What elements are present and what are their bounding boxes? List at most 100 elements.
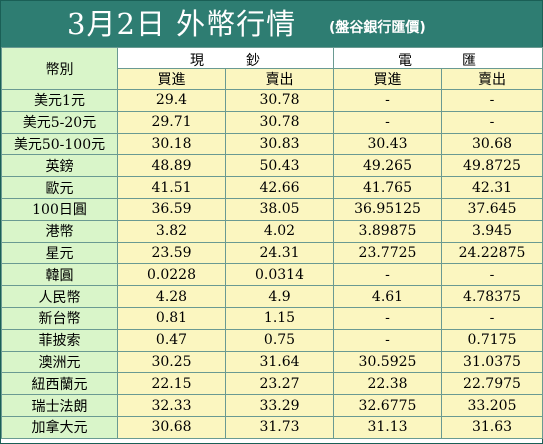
currency-name: 澳洲元 xyxy=(1,350,118,374)
currency-name: 美元5-20元 xyxy=(1,110,118,134)
currency-name: 加拿大元 xyxy=(1,415,118,439)
table-row: 菲披索 0.47 0.75-0.7175 xyxy=(1,328,543,352)
table-row: 英鎊 48.89 50.43 49.265 49.8725 xyxy=(1,154,543,178)
table-row: 紐西蘭元 22.15 23.27 22.38 22.7975 xyxy=(1,372,543,396)
currency-name: 美元50-100元 xyxy=(1,132,118,156)
cash-sell-value: 0.75 xyxy=(225,328,334,352)
cash-buy-value: 0.47 xyxy=(117,328,226,352)
tt-buy-value: - xyxy=(333,263,442,287)
cash-group-label-2: 鈔 xyxy=(246,53,260,69)
cash-buy-value: 3.82 xyxy=(117,219,226,243)
telegraphic-group-label-2: 匯 xyxy=(462,53,476,69)
currency-header-label: 幣別 xyxy=(45,61,74,78)
table-row: 澳洲元 30.25 31.64 30.5925 31.0375 xyxy=(1,350,543,374)
currency-name: 韓圓 xyxy=(1,263,118,287)
tt-buy-value: 30.43 xyxy=(333,132,442,156)
cash-buy-value: 0.81 xyxy=(117,306,226,330)
title-bar: 3月2日 外幣行情 (盤谷銀行匯價) xyxy=(1,1,542,47)
table-row: 美元5-20元 29.71 30.78- - xyxy=(1,110,543,134)
table-row: 港幣 3.82 4.02 3.89875 3.945 xyxy=(1,219,543,243)
currency-name: 菲披索 xyxy=(1,328,118,352)
tt-sell-value: 33.205 xyxy=(441,394,543,417)
table-row: 加拿大元 30.68 31.73 31.13 31.63 xyxy=(1,415,543,439)
table-row: 星元 23.59 24.31 23.7725 24.22875 xyxy=(1,241,543,265)
tt-sell-value: 31.63 xyxy=(441,415,543,439)
page-title: 3月2日 外幣行情 xyxy=(67,7,297,41)
cash-buy-value: 22.15 xyxy=(117,372,226,396)
currency-name: 紐西蘭元 xyxy=(1,372,118,396)
tt-buy-value: 32.6775 xyxy=(333,394,442,417)
table-row: 韓圓 0.0228 0.0314- - xyxy=(1,263,543,287)
currency-name: 人民幣 xyxy=(1,285,118,308)
table-row: 人民幣 4.28 4.9 4.61 4.78375 xyxy=(1,285,543,308)
cash-sell-value: 23.27 xyxy=(225,372,334,396)
cash-sell-value: 30.78 xyxy=(225,110,334,134)
cash-buy-header: 買進 xyxy=(117,68,226,90)
tt-buy-value: 41.765 xyxy=(333,176,442,199)
tt-buy-value: - xyxy=(333,110,442,134)
table-row: 美元1元 29.4 30.78- - xyxy=(1,89,543,112)
cash-sell-value: 30.83 xyxy=(225,132,334,156)
tt-buy-value: - xyxy=(333,328,442,352)
currency-name: 港幣 xyxy=(1,219,118,243)
currency-name: 英鎊 xyxy=(1,154,118,178)
cash-buy-value: 32.33 xyxy=(117,394,226,417)
tt-buy-value: 3.89875 xyxy=(333,219,442,243)
tt-sell-value: - xyxy=(441,263,543,287)
cash-buy-value: 29.4 xyxy=(117,89,226,112)
tt-sell-header: 賣出 xyxy=(441,68,543,90)
tt-buy-value: - xyxy=(333,306,442,330)
currency-column-header: 幣別 xyxy=(1,47,118,90)
currency-name: 星元 xyxy=(1,241,118,265)
cash-buy-value: 36.59 xyxy=(117,197,226,221)
telegraphic-group-header: 電 匯 xyxy=(333,47,543,69)
tt-sell-value: 24.22875 xyxy=(441,241,543,265)
tt-sell-value: - xyxy=(441,306,543,330)
cash-sell-value: 4.02 xyxy=(225,219,334,243)
cash-buy-value: 4.28 xyxy=(117,285,226,308)
cash-sell-value: 38.05 xyxy=(225,197,334,221)
rate-source: (盤谷銀行匯價) xyxy=(329,20,426,36)
cash-group-header: 現 鈔 xyxy=(117,47,334,69)
cash-sell-value: 4.9 xyxy=(225,285,334,308)
tt-buy-value: 4.61 xyxy=(333,285,442,308)
tt-sell-value: 42.31 xyxy=(441,176,543,199)
table-row: 100日圓 36.59 38.05 36.95125 37.645 xyxy=(1,197,543,221)
tt-sell-value: 30.68 xyxy=(441,132,543,156)
currency-name: 瑞士法朗 xyxy=(1,394,118,417)
tt-buy-value: 31.13 xyxy=(333,415,442,439)
tt-sell-value: 4.78375 xyxy=(441,285,543,308)
cash-sell-value: 1.15 xyxy=(225,306,334,330)
table-row: 美元50-100元 30.18 30.83 30.43 30.68 xyxy=(1,132,543,156)
tt-buy-header: 買進 xyxy=(333,68,442,90)
tt-sell-value: 49.8725 xyxy=(441,154,543,178)
exchange-rate-table: 幣別 現 鈔 電 匯 買進 賣出 買進 賣出 美元1元 29.4 30.78- - 美元… xyxy=(1,47,543,439)
cash-buy-value: 29.71 xyxy=(117,110,226,134)
tt-sell-value: 37.645 xyxy=(441,197,543,221)
currency-name: 新台幣 xyxy=(1,306,118,330)
currency-name: 歐元 xyxy=(1,176,118,199)
cash-sell-value: 31.73 xyxy=(225,415,334,439)
tt-buy-value: 49.265 xyxy=(333,154,442,178)
cash-sell-value: 42.66 xyxy=(225,176,334,199)
cash-buy-value: 23.59 xyxy=(117,241,226,265)
cash-group-label-1: 現 xyxy=(190,53,204,69)
header-row-columns: 買進 賣出 買進 賣出 xyxy=(2,68,543,90)
tt-buy-value: - xyxy=(333,89,442,112)
tt-buy-value: 36.95125 xyxy=(333,197,442,221)
tt-buy-value: 23.7725 xyxy=(333,241,442,265)
tt-buy-value: 30.5925 xyxy=(333,350,442,374)
table-row: 瑞士法朗 32.33 33.29 32.6775 33.205 xyxy=(1,394,543,417)
cash-buy-value: 48.89 xyxy=(117,154,226,178)
tt-sell-value: - xyxy=(441,110,543,134)
table-row: 新台幣 0.81 1.15- - xyxy=(1,306,543,330)
cash-buy-value: 30.25 xyxy=(117,350,226,374)
header-row-groups: 幣別 現 鈔 電 匯 xyxy=(1,47,543,90)
cash-sell-header: 賣出 xyxy=(225,68,334,90)
cash-sell-value: 30.78 xyxy=(225,89,334,112)
cash-buy-value: 30.18 xyxy=(117,132,226,156)
cash-sell-value: 33.29 xyxy=(225,394,334,417)
tt-sell-value: 31.0375 xyxy=(441,350,543,374)
tt-sell-value: 0.7175 xyxy=(441,328,543,352)
